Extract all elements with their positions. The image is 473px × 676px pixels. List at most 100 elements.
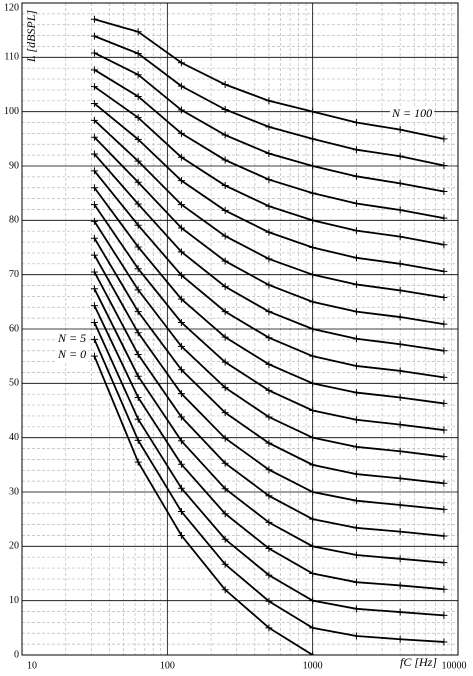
point-marker — [134, 92, 142, 100]
point-marker — [177, 248, 185, 256]
point-marker — [90, 318, 98, 326]
point-marker — [309, 352, 317, 360]
point-marker — [309, 189, 317, 197]
annotation: N = 0 — [57, 347, 86, 361]
point-marker — [177, 271, 185, 279]
point-marker — [265, 281, 273, 289]
point-marker — [396, 126, 404, 134]
point-marker — [90, 234, 98, 242]
point-marker — [265, 228, 273, 236]
point-marker — [134, 329, 142, 337]
point-marker — [396, 608, 404, 616]
point-marker — [265, 202, 273, 210]
point-marker — [309, 216, 317, 224]
point-marker — [265, 386, 273, 394]
point-marker — [134, 157, 142, 165]
point-marker — [352, 172, 360, 180]
point-marker — [440, 638, 448, 646]
point-marker — [90, 352, 98, 360]
point-marker — [396, 233, 404, 241]
point-marker — [134, 458, 142, 466]
point-marker — [396, 393, 404, 401]
point-marker — [134, 28, 142, 36]
point-marker — [90, 32, 98, 40]
point-marker — [265, 334, 273, 342]
point-marker — [440, 214, 448, 222]
point-marker — [221, 232, 229, 240]
point-marker — [265, 123, 273, 131]
point-marker — [265, 176, 273, 184]
point-marker — [309, 108, 317, 116]
point-marker — [352, 280, 360, 288]
point-marker — [177, 129, 185, 137]
point-marker — [396, 367, 404, 375]
point-marker — [440, 479, 448, 487]
point-marker — [265, 518, 273, 526]
point-marker — [309, 651, 317, 655]
point-marker — [177, 413, 185, 421]
point-marker — [440, 267, 448, 275]
point-marker — [177, 224, 185, 232]
y-tick-label: 70 — [9, 269, 19, 280]
point-marker — [265, 97, 273, 105]
point-marker — [265, 255, 273, 263]
point-marker — [440, 505, 448, 513]
point-marker — [90, 133, 98, 141]
point-marker — [352, 308, 360, 316]
point-marker — [352, 389, 360, 397]
point-marker — [134, 308, 142, 316]
point-marker — [309, 434, 317, 442]
point-marker — [221, 156, 229, 164]
point-marker — [352, 199, 360, 207]
point-marker — [221, 333, 229, 341]
x-tick-label: 1000 — [303, 660, 323, 671]
point-marker — [134, 372, 142, 380]
point-marker — [90, 83, 98, 91]
point-marker — [177, 342, 185, 350]
point-marker — [309, 407, 317, 414]
point-marker — [396, 313, 404, 321]
point-marker — [221, 308, 229, 316]
point-marker — [177, 59, 185, 67]
x-tick-label: 10000 — [442, 660, 467, 671]
point-marker — [265, 308, 273, 316]
point-marker — [396, 528, 404, 536]
y-tick-label: 110 — [4, 52, 19, 63]
x-tick-label: 100 — [160, 660, 175, 671]
point-marker — [352, 551, 360, 559]
point-marker — [396, 260, 404, 268]
y-tick-label: 120 — [4, 2, 19, 13]
y-tick-label: 0 — [14, 649, 19, 660]
point-marker — [177, 82, 185, 90]
point-marker — [265, 360, 273, 368]
point-marker — [396, 206, 404, 214]
point-marker — [90, 66, 98, 74]
point-marker — [440, 293, 448, 301]
point-marker — [134, 393, 142, 401]
point-marker — [309, 135, 317, 143]
point-marker — [177, 106, 185, 114]
y-tick-label: 10 — [9, 595, 19, 606]
point-marker — [90, 49, 98, 57]
point-marker — [440, 161, 448, 169]
point-marker — [396, 286, 404, 294]
point-marker — [309, 298, 317, 306]
point-marker — [90, 201, 98, 209]
y-tick-label: 60 — [9, 323, 19, 334]
y-tick-label: 40 — [9, 432, 19, 443]
point-marker — [309, 542, 317, 550]
point-marker — [221, 384, 229, 392]
point-marker — [440, 611, 448, 619]
point-marker — [177, 390, 185, 398]
point-marker — [352, 416, 360, 424]
point-marker — [309, 515, 317, 523]
point-marker — [440, 532, 448, 540]
point-marker — [90, 15, 98, 23]
point-marker — [221, 459, 229, 467]
point-marker — [134, 243, 142, 251]
x-tick-label: 10 — [27, 660, 37, 671]
point-marker — [440, 347, 448, 355]
point-marker — [177, 484, 185, 492]
point-marker — [440, 373, 448, 381]
point-marker — [352, 497, 360, 505]
